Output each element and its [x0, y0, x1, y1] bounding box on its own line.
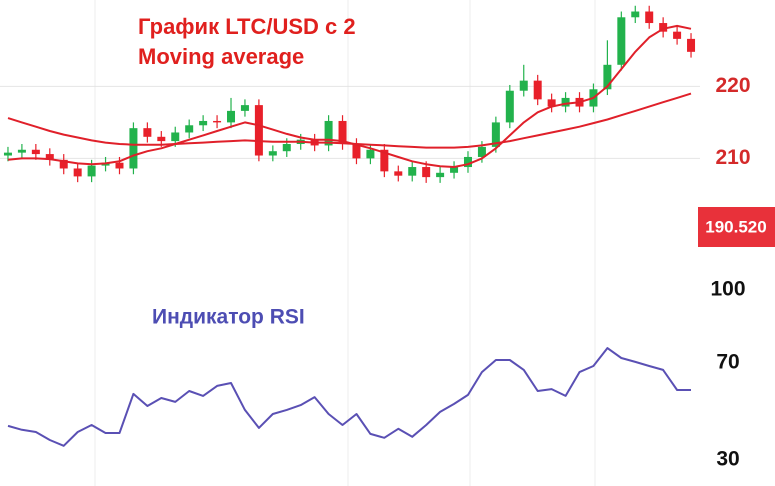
candle-body [3, 152, 12, 156]
rsi-line [7, 347, 691, 447]
candle-body [185, 125, 194, 133]
y-tick-label: 30 [716, 447, 739, 470]
y-tick-label: 210 [715, 146, 750, 169]
chart-title: График LTC/USD с 2 Moving average [138, 14, 356, 69]
candle-body [254, 105, 263, 156]
candle-body [422, 167, 431, 178]
candle-body [687, 38, 696, 52]
candle-body [380, 149, 389, 172]
candle-body [73, 168, 82, 177]
candle-body [45, 154, 54, 160]
candle-body [617, 17, 626, 65]
candle-body [631, 11, 640, 18]
candle-body [394, 171, 403, 176]
candle-body [366, 149, 375, 159]
candle-body [561, 97, 570, 107]
candle-body [143, 128, 152, 137]
candle-body [87, 165, 96, 177]
candle-body [240, 105, 249, 111]
price-badge: 190.520 [705, 217, 766, 236]
candle-body [115, 162, 124, 169]
candle-body [436, 172, 445, 178]
moving-average-line [7, 24, 692, 168]
price-badge-box [698, 207, 775, 247]
candle-body [463, 156, 472, 168]
candle-body [352, 144, 361, 159]
candle-body [645, 11, 654, 24]
candle-body [477, 146, 486, 157]
candle-body [505, 90, 514, 123]
candle-body [659, 23, 668, 32]
candle-body [603, 64, 612, 90]
candle-body [129, 128, 138, 169]
candle-body [324, 120, 333, 146]
y-tick-label: 70 [716, 350, 739, 373]
candle-body [171, 132, 180, 142]
candle-body [450, 167, 459, 173]
candle-body [338, 120, 347, 144]
candle-body [31, 149, 40, 155]
candle-body [227, 110, 236, 123]
candle-body [408, 167, 417, 176]
candle-body [673, 31, 682, 39]
y-tick-label: 100 [710, 278, 745, 301]
candle-body [17, 149, 26, 153]
candle-body [282, 144, 291, 152]
candle-body [59, 159, 68, 169]
candle-body [519, 80, 528, 91]
candle-body [533, 80, 542, 100]
candle-body [199, 120, 208, 126]
moving-average-line [7, 92, 692, 149]
chart-title: Индикатор RSI [152, 306, 305, 329]
candle-body [547, 99, 556, 107]
candle-body [491, 122, 500, 147]
y-tick-label: 220 [715, 74, 750, 97]
candle-body [268, 151, 277, 156]
candle-body [157, 136, 166, 142]
candle-body [213, 120, 222, 123]
